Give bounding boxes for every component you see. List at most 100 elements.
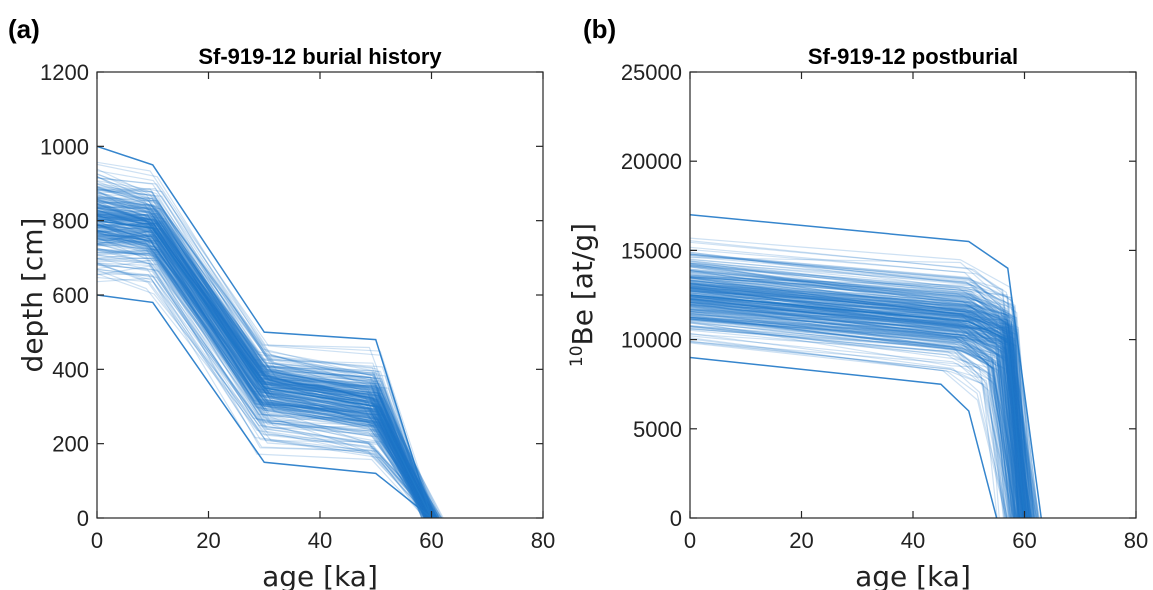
panel-a-ensemble-line: [97, 215, 426, 518]
panel-a-ensemble-line: [97, 233, 435, 518]
panel-a-ensemble-line: [97, 177, 438, 518]
panel-b-ensemble-line: [690, 305, 1024, 518]
panel-b-ensemble-line: [690, 282, 1031, 518]
panel-a-ensemble-line: [97, 207, 427, 518]
panel-b-ensemble-line: [690, 297, 1020, 518]
panel-a-ensemble-line: [97, 224, 433, 518]
panel-a-ensemble-line: [97, 224, 430, 518]
panel-b-ensemble-line: [690, 283, 1036, 518]
panel-b-ensemble-line: [690, 282, 1028, 518]
panel-a-ensemble-line: [97, 195, 443, 518]
panel-a-ensemble-line: [97, 213, 437, 518]
panel-b-ensemble-line: [690, 300, 1030, 518]
panel-a-ensemble-line: [97, 233, 432, 518]
panel-b-ensemble-line: [690, 251, 1040, 518]
panel-b-ensemble-line: [690, 305, 1023, 518]
panel-b-ensemble-line: [690, 300, 1015, 518]
panel-b-ensemble-line: [690, 318, 1020, 518]
panel-a-ensemble-line: [97, 223, 428, 518]
panel-a-ensemble-line: [97, 226, 435, 518]
panel-a-ensemble-line: [97, 183, 434, 518]
panel-a-ensemble-line: [97, 189, 426, 518]
panel-b-ensemble-line: [690, 277, 1038, 518]
panel-a-ensemble-line: [97, 251, 431, 518]
panel-a-xtick-label: 60: [419, 528, 443, 553]
panel-a-ensemble-line: [97, 250, 426, 518]
panel-b-xtick-label: 0: [684, 528, 696, 553]
panel-a-ensemble-line: [97, 223, 429, 518]
panel-b-ensemble-line: [690, 280, 1039, 518]
panel-b-ensemble-line: [690, 277, 1021, 518]
panel-a-ensemble-line: [97, 200, 440, 518]
panel-a-ensemble-line: [97, 265, 432, 518]
panel-a-ensemble-line: [97, 243, 428, 518]
panel-b-ensemble-line: [690, 299, 1031, 518]
panel-a-ensemble-line: [97, 187, 437, 518]
panel-a-ensemble-line: [97, 254, 435, 518]
panel-b-ensemble-line: [690, 301, 1023, 518]
panel-a-ensemble-line: [97, 230, 428, 518]
panel-a-ensemble-line: [97, 242, 427, 518]
panel-b-ensemble-line: [690, 276, 1030, 518]
panel-a-ensemble-line: [97, 230, 428, 518]
panel-b-ensemble-line: [690, 297, 1023, 518]
panel-a-ensemble-line: [97, 175, 428, 518]
panel-a-ensemble-line: [97, 237, 428, 518]
panel-b-ensemble-line: [690, 251, 1033, 518]
panel-b-ensemble-line: [690, 289, 1028, 518]
panel-b-ensemble-line: [690, 275, 1038, 518]
panel-b-ensemble-line: [690, 285, 1022, 518]
panel-b-ensemble-line: [690, 319, 1017, 518]
panel-a-ensemble-line: [97, 238, 426, 518]
panel-b-ensemble-line: [690, 321, 1014, 518]
panel-a-series-line-0: [97, 145, 433, 518]
panel-a-ensemble-line: [97, 211, 430, 518]
panel-a-ensemble-line: [97, 188, 432, 518]
panel-a-ensemble-line: [97, 197, 423, 518]
panel-a-ensemble-line: [97, 225, 432, 518]
panel-b-ensemble-line: [690, 313, 1014, 518]
panel-b-ensemble-line: [690, 305, 1024, 518]
panel-a-ensemble-line: [97, 186, 440, 518]
panel-b-series-line-1: [690, 294, 1026, 518]
panel-b-ensemble-line: [690, 262, 1030, 518]
panel-b-ensemble-line: [690, 298, 1024, 518]
panel-b-ensemble-line: [690, 295, 1032, 518]
panel-b-ensemble-line: [690, 285, 1027, 518]
panel-a-ensemble-line: [97, 239, 429, 518]
panel-a-ensemble-line: [97, 240, 431, 518]
panel-a-ensemble-line: [97, 193, 428, 518]
panel-b-ensemble-line: [690, 290, 1027, 518]
panel-b-ytick-label: 0: [670, 506, 682, 531]
panel-b-ensemble-line: [690, 325, 1006, 518]
panel-b-ytick-label: 20000: [621, 149, 682, 174]
panel-a-ensemble-line: [97, 195, 428, 518]
panel-b-ensemble-line: [690, 308, 1016, 518]
panel-b-ensemble-line: [690, 283, 1032, 518]
panel-b-ensemble-line: [690, 329, 1009, 518]
panel-b-ensemble-line: [690, 303, 1021, 518]
panel-b-ensemble-line: [690, 277, 1032, 518]
panel-b-ensemble-line: [690, 301, 1020, 518]
panel-b-xtick-label: 60: [1012, 528, 1036, 553]
panel-a-ensemble-line: [97, 236, 431, 518]
panel-a-ensemble-line: [97, 258, 433, 518]
panel-b-ensemble-line: [690, 280, 1030, 518]
panel-a-ensemble-line: [97, 198, 437, 518]
panel-b-ensemble-line: [690, 269, 1031, 518]
panel-b-ensemble-line: [690, 309, 1016, 518]
panel-a-ensemble-line: [97, 251, 433, 518]
panel-a-ensemble-line: [97, 237, 427, 518]
panel-b-ensemble-line: [690, 306, 1026, 518]
panel-a-ensemble-line: [97, 190, 433, 518]
panel-a-ensemble-line: [97, 230, 434, 518]
panel-a-ensemble-line: [97, 262, 443, 518]
panel-b-ensemble-line: [690, 318, 1015, 518]
panel-b-series-line-2: [690, 356, 998, 518]
panel-a-ensemble-line: [97, 236, 436, 518]
panel-b-ensemble-line: [690, 272, 1027, 518]
panel-a-ensemble-line: [97, 236, 434, 518]
panel-a-ensemble-line: [97, 231, 426, 518]
panel-a-ensemble-line: [97, 235, 432, 518]
panel-a-ensemble-line: [97, 214, 433, 518]
